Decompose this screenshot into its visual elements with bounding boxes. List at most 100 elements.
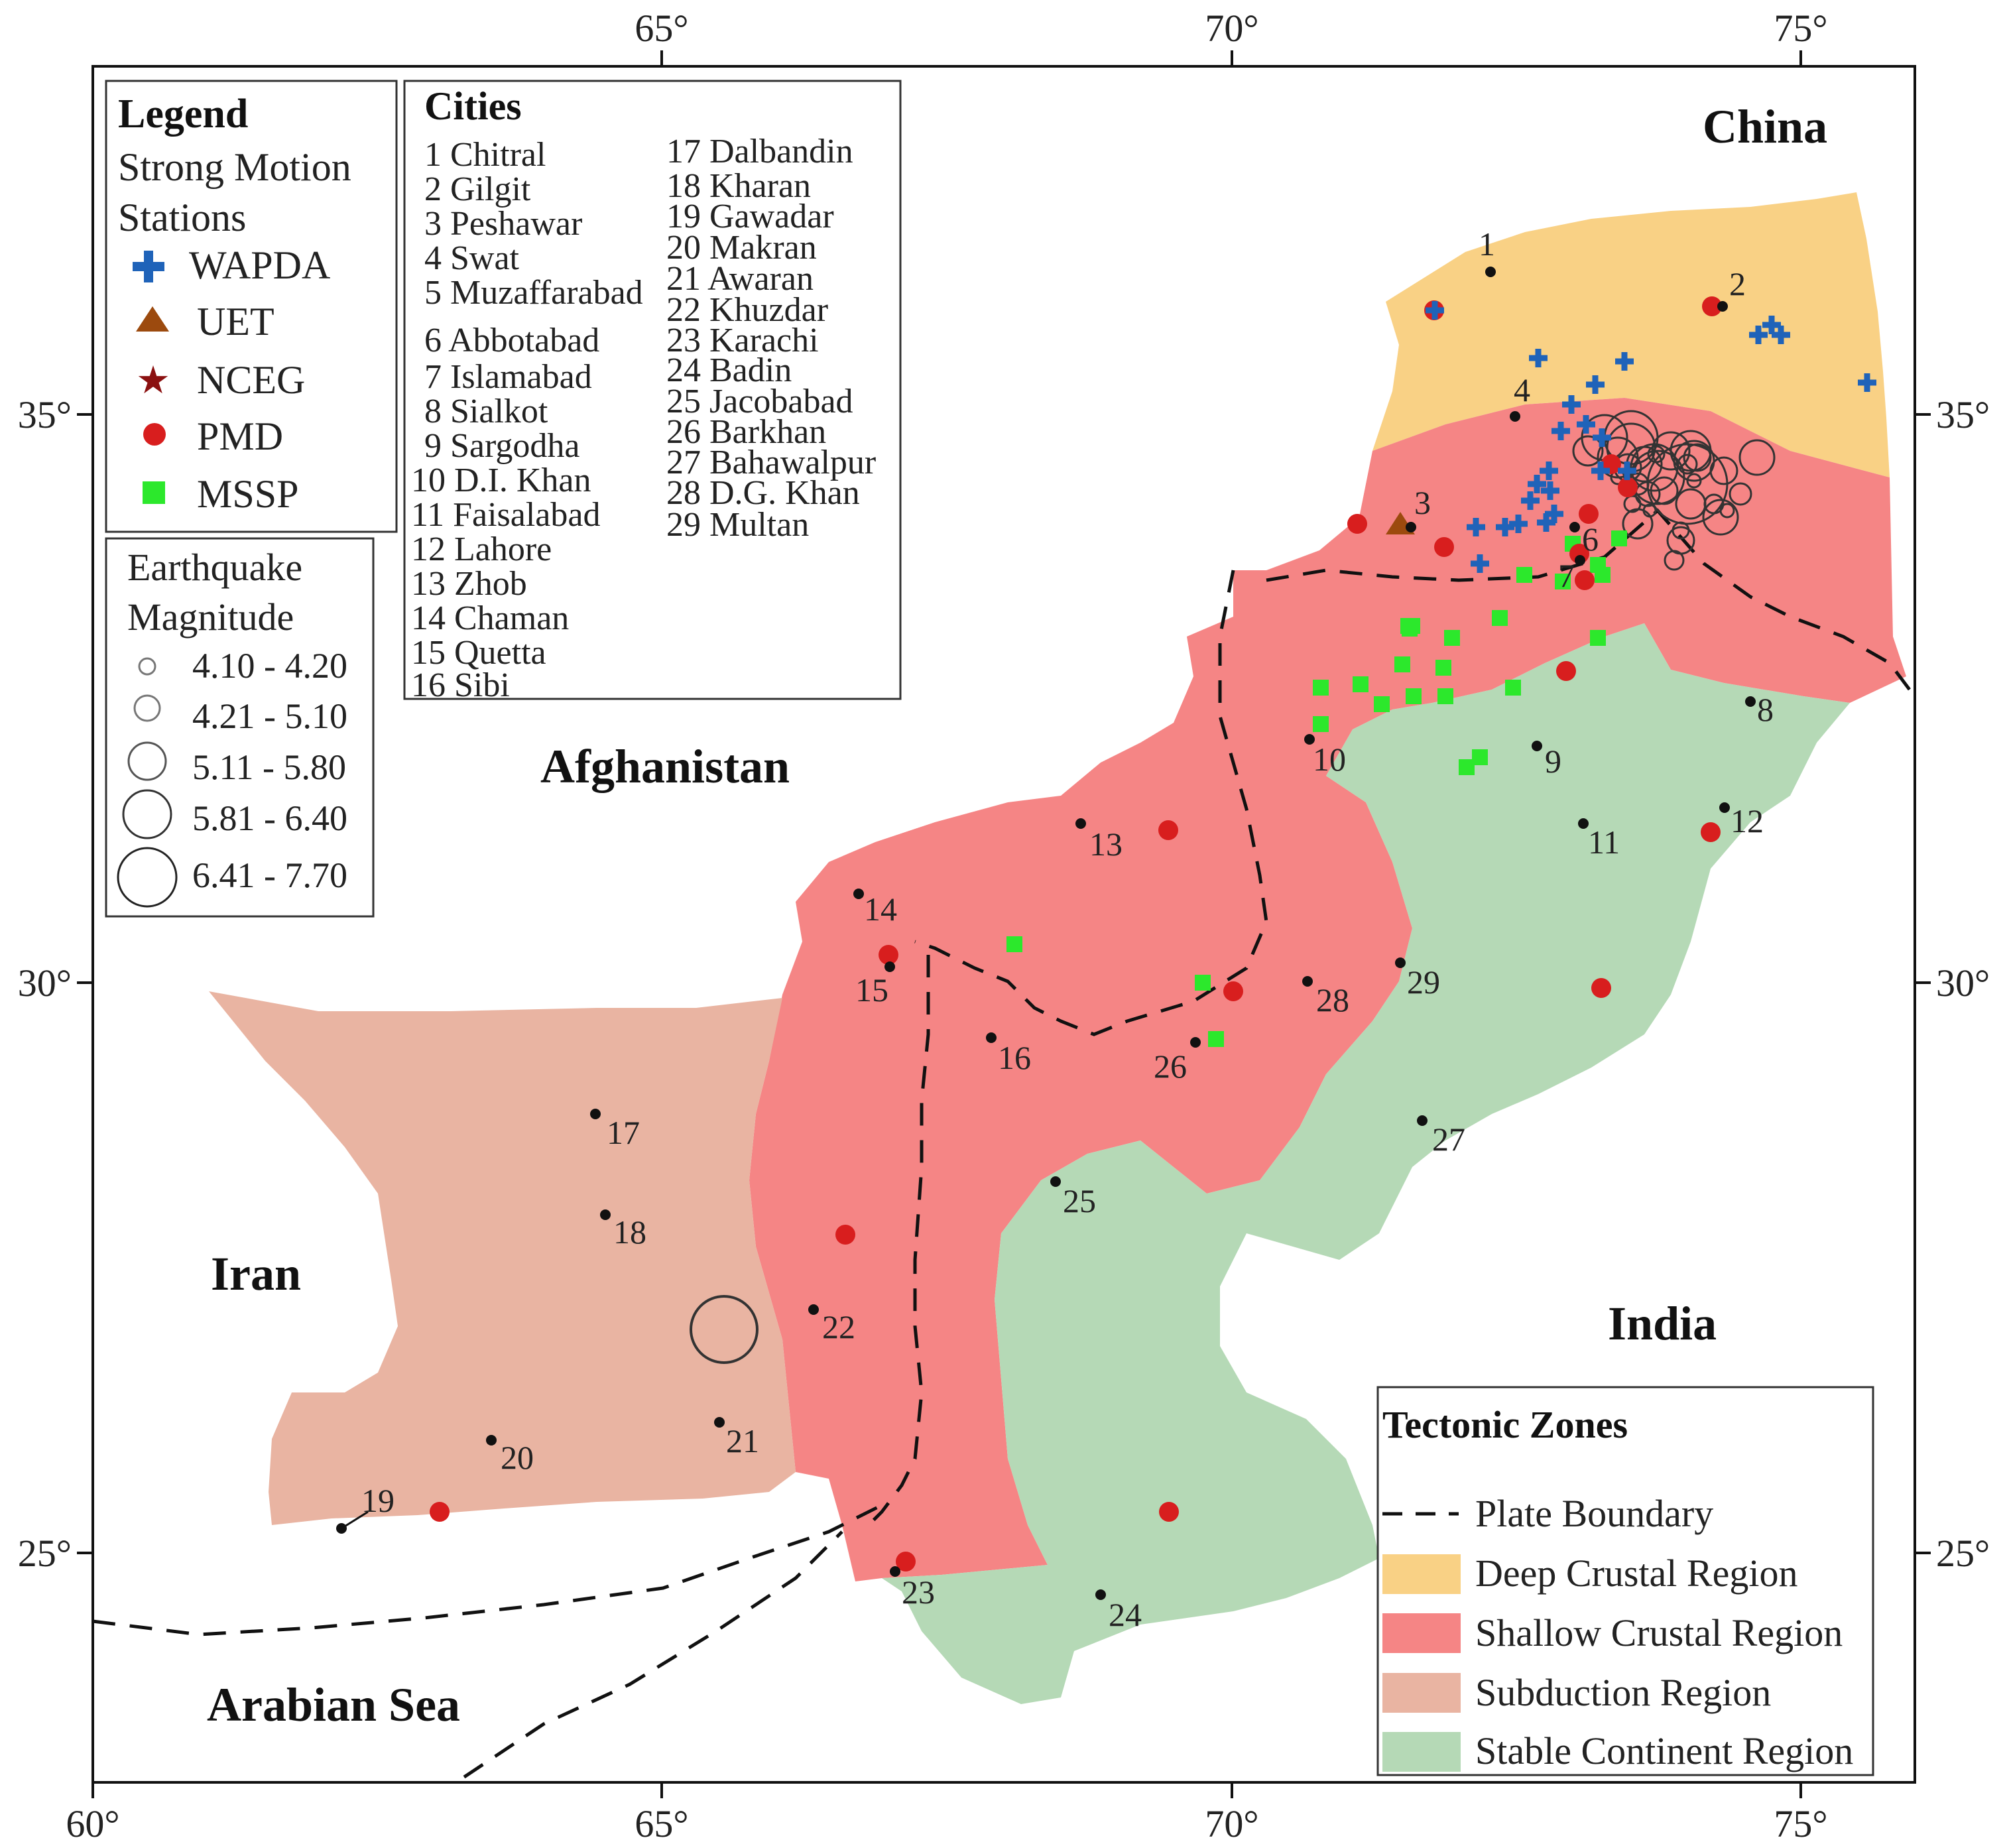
city-number: 8 <box>1757 691 1774 728</box>
earthquake-circle <box>1729 482 1752 506</box>
wapda-station-marker <box>1521 491 1540 510</box>
city-dot-swat <box>1510 411 1520 422</box>
magnitude-label-3: 5.11 - 5.80 <box>192 747 346 787</box>
city-dot-badin <box>1095 1589 1106 1600</box>
magnitude-label-4: 5.81 - 6.40 <box>192 798 347 838</box>
city-number: 23 <box>902 1573 935 1611</box>
tectonic-shallow-label: Shallow Crustal Region <box>1475 1611 1843 1654</box>
mssp-station-marker <box>1590 630 1606 646</box>
plate-boundary-makran <box>92 1503 883 1636</box>
legend-wapda-label: WAPDA <box>189 243 330 287</box>
city-list-item: 7 Islamabad <box>424 358 592 396</box>
x-tick-75: 75° <box>1774 1802 1827 1845</box>
legend-title: Legend <box>118 92 248 137</box>
city-number: 24 <box>1109 1596 1142 1633</box>
city-dot-khuzdar <box>808 1304 819 1315</box>
tectonic-stable-swatch <box>1382 1732 1461 1772</box>
earthquake-circle <box>1719 503 1735 519</box>
city-list-item: 11 Faisalabad <box>411 496 600 534</box>
city-list-item: 22 Khuzdar <box>666 291 828 329</box>
legend-frame <box>105 80 398 533</box>
city-number: 18 <box>613 1213 646 1251</box>
wapda-station-marker <box>1540 462 1558 480</box>
city-dot-makran <box>486 1435 497 1446</box>
city-dot-quetta <box>884 961 895 972</box>
y-tick-right-25: 25° <box>1936 1532 1990 1575</box>
wapda-station-marker <box>1426 301 1444 320</box>
earthquake-circle <box>1683 443 1712 472</box>
legend-mssp-label: MSSP <box>197 472 298 516</box>
city-number: 12 <box>1731 802 1764 839</box>
city-dot-lahore <box>1719 802 1730 813</box>
legend-mssp-icon <box>143 481 165 504</box>
region-layer <box>209 192 1906 1704</box>
city-dot-sialkot <box>1745 696 1756 707</box>
city-list-item: 2 Gilgit <box>424 170 531 208</box>
city-dot-dalbandin <box>590 1109 601 1119</box>
wapda-stations <box>1426 301 1876 573</box>
wapda-station-marker <box>1467 518 1485 536</box>
pmd-station-marker <box>1223 981 1243 1001</box>
city-number: 19 <box>361 1482 395 1519</box>
city-dot-chitral <box>1485 267 1496 277</box>
city-number: 14 <box>864 891 897 928</box>
cities-title: Cities <box>424 84 522 128</box>
pmd-station-marker <box>430 1502 450 1522</box>
city-list-item: 5 Muzaffarabad <box>424 274 643 312</box>
city-list-item: 25 Jacobabad <box>666 383 853 420</box>
y-tick-left-30: 30° <box>18 961 72 1005</box>
earthquake-circle <box>1738 439 1776 476</box>
cities-list-col-2: 17 Dalbandin 18 Kharan 19 Gawadar 20 Mak… <box>666 133 876 544</box>
mssp-station-marker <box>1492 610 1508 626</box>
city-number: 10 <box>1313 741 1346 778</box>
earthquake-circle <box>1651 431 1691 471</box>
wapda-station-marker <box>1858 373 1876 392</box>
tectonic-subduction-swatch <box>1382 1673 1461 1713</box>
mssp-station-marker <box>1611 530 1627 546</box>
wapda-station-marker <box>1529 349 1548 367</box>
earthquake-circle <box>1630 443 1679 492</box>
pmd-station-marker <box>1556 661 1576 681</box>
wapda-station-marker <box>1591 462 1610 480</box>
city-number-labels: 1 2 3 4 6 7 8 9 10 11 12 13 14 15 16 17 … <box>361 225 1774 1633</box>
shallow-crustal-region <box>749 398 1906 1581</box>
wapda-station-marker <box>1528 475 1546 493</box>
x-tick-top-75: 75° <box>1774 7 1827 50</box>
mssp-station-marker <box>1435 660 1451 676</box>
pmd-station-marker <box>1702 296 1722 316</box>
city-dot-barkhan <box>1190 1037 1201 1048</box>
gawadar-leader-line <box>341 1510 369 1530</box>
city-number: 4 <box>1514 371 1530 408</box>
magnitude-title-1: Earthquake <box>127 546 302 589</box>
x-tick-60: 60° <box>66 1802 119 1845</box>
mssp-station-marker <box>1374 696 1390 712</box>
x-tick-70: 70° <box>1205 1802 1258 1845</box>
city-dot-gilgit <box>1717 301 1728 312</box>
tectonic-stable-label: Stable Continent Region <box>1475 1729 1853 1772</box>
legend-pmd-label: PMD <box>197 414 283 458</box>
city-dot-multan <box>1395 957 1406 968</box>
city-number: 26 <box>1154 1048 1187 1085</box>
city-list-item: 10 D.I. Khan <box>411 462 591 499</box>
wapda-station-marker <box>1772 326 1790 344</box>
mssp-stations <box>1006 530 1627 1047</box>
city-number: 27 <box>1432 1121 1465 1158</box>
china-label: China <box>1703 100 1827 153</box>
city-list-item: 14 Chaman <box>411 599 569 637</box>
pmd-stations <box>430 296 1722 1571</box>
city-list-item: 6 Abbotabad <box>424 322 599 359</box>
city-number: 3 <box>1414 484 1431 521</box>
pmd-station-marker <box>1575 570 1595 590</box>
city-list-item: 20 Makran <box>666 229 817 267</box>
city-list-item: 12 Lahore <box>411 530 552 568</box>
city-number: 20 <box>501 1439 534 1476</box>
wapda-station-marker <box>1471 554 1489 573</box>
legend-stations-title-1: Strong Motion <box>118 145 351 189</box>
tectonic-deep-label: Deep Crustal Region <box>1475 1552 1797 1595</box>
city-list-item: 18 Kharan <box>666 167 811 205</box>
magnitude-circle-1 <box>138 657 156 676</box>
city-number: 15 <box>855 971 888 1009</box>
pmd-station-marker <box>879 945 898 965</box>
city-dot-awaran <box>714 1417 725 1428</box>
city-number: 9 <box>1545 743 1561 780</box>
